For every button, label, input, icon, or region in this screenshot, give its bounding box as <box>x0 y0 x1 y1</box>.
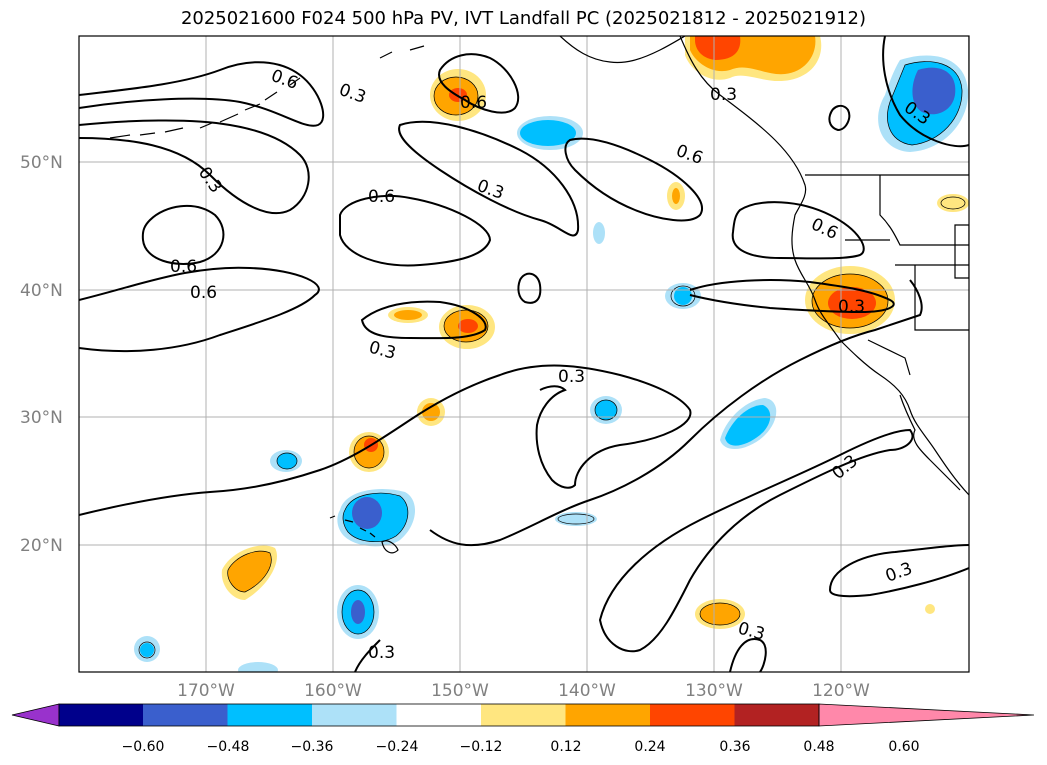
contour-label: 0.3 <box>558 367 585 387</box>
contour-label: 0.6 <box>190 283 217 303</box>
colorbar-segment <box>59 704 143 726</box>
pc-shading <box>134 36 969 672</box>
colorbar-segment <box>312 704 397 726</box>
colorbar <box>11 703 1035 727</box>
colorbar-tick-label: 0.24 <box>634 739 665 755</box>
pv-contours <box>79 36 969 672</box>
lat-label: 30°N <box>20 408 63 428</box>
contour-label: 0.6 <box>460 93 487 113</box>
contour-label: 0.3 <box>838 297 865 317</box>
map-frame <box>78 35 970 673</box>
lon-label: 170°W <box>177 681 235 701</box>
colorbar-tick-label: −0.24 <box>376 739 419 755</box>
lon-label: 160°W <box>304 681 362 701</box>
shading-outlines <box>138 61 966 659</box>
colorbar-tick-label: 0.60 <box>888 739 919 755</box>
contour-label: 0.6 <box>170 257 197 277</box>
colorbar-extend-min <box>11 703 60 727</box>
lon-label: 130°W <box>685 681 743 701</box>
lat-label: 40°N <box>20 281 63 301</box>
colorbar-extend-max <box>818 703 1035 727</box>
colorbar-segment <box>227 704 312 726</box>
colorbar-segment <box>143 704 228 726</box>
colorbar-tick-label: −0.48 <box>207 739 250 755</box>
colorbar-tick-label: 0.36 <box>719 739 750 755</box>
lon-label: 120°W <box>812 681 870 701</box>
longitude-labels: 170°W 160°W 150°W 140°W 130°W 120°W <box>177 681 870 701</box>
colorbar-tick-label: −0.36 <box>291 739 334 755</box>
colorbar-segment <box>565 704 650 726</box>
colorbar-outline <box>58 703 820 727</box>
colorbar-tick-labels: −0.60 −0.48 −0.36 −0.24 −0.12 0.12 0.24 … <box>122 739 920 755</box>
map-title: 2025021600 F024 500 hPa PV, IVT Landfall… <box>180 8 867 29</box>
lat-label: 20°N <box>20 536 63 556</box>
colorbar-tick-label: 0.12 <box>550 739 581 755</box>
colorbar-segment <box>650 704 735 726</box>
contour-label: 0.6 <box>368 187 395 207</box>
contour-label: 0.3 <box>710 85 737 105</box>
colorbar-segment <box>734 704 819 726</box>
lon-label: 140°W <box>558 681 616 701</box>
colorbar-tick-label: −0.12 <box>460 739 503 755</box>
colorbar-segment <box>481 704 566 726</box>
colorbar-tick-label: −0.60 <box>122 739 165 755</box>
colorbar-segment <box>396 704 481 726</box>
colorbar-tick-label: 0.48 <box>803 739 834 755</box>
lon-label: 150°W <box>431 681 489 701</box>
graticule <box>79 36 969 672</box>
latitude-labels: 50°N 40°N 30°N 20°N <box>20 153 63 556</box>
contour-label: 0.3 <box>368 643 395 663</box>
lat-label: 50°N <box>20 153 63 173</box>
